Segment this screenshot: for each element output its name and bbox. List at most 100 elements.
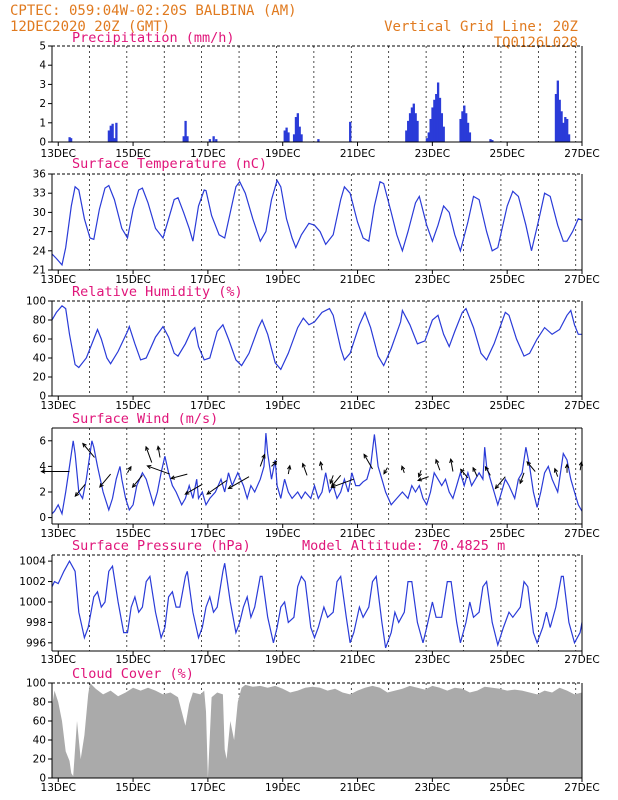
wind-arrow [74,483,86,497]
wind-arrow-head [553,467,559,473]
wind-arrow-head [227,484,233,490]
wind-arrow-shaft [401,466,405,473]
rh-x-tick-label: 27DEC [564,400,599,412]
wind-arrow-shaft [170,473,188,479]
wind-arrow-head [564,463,570,469]
wind-arrow-head [417,477,423,482]
precip-bar [407,120,410,142]
precip-x-tick-label: 15DEC [115,148,150,160]
temp-y-tick-label: 33 [33,188,46,200]
temp-x-tick-label: 13DEC [41,274,76,286]
wind-arrow-shaft [157,446,161,458]
pressure-series-line [51,559,583,649]
wind-arrow [271,460,278,467]
precip-x-tick-label: 27DEC [564,148,599,160]
precip-bar [416,120,419,142]
precip-bar [414,113,417,142]
cloud-x-tick-label: 15DEC [115,782,150,794]
pressure-x-tick-label: 17DEC [190,654,225,666]
precip-bar [554,94,558,142]
wind-arrow [145,445,153,463]
wind-arrow-head [127,465,132,471]
precip-y-tick-label: 3 [39,79,46,91]
wind-arrow-shaft [579,461,583,471]
wind-arrow [131,475,143,489]
cloud-x-tick-label: 19DEC [265,782,300,794]
wind-arrow-head [363,453,368,459]
header-station: CPTEC: 059:04W-02:20S BALBINA (AM) [10,3,297,19]
precip-bar [186,136,189,142]
panels: 0 1 2 3 4 5 13DEC 15DEC 17DEC 19DEC 21DEC 23DEC 25DE… [19,30,599,794]
wind-arrow [383,467,388,475]
wind-arrow-shaft [99,473,112,488]
rh-series-line [51,304,582,371]
rh-x-tick-label: 15DEC [115,400,150,412]
wind-arrow [363,453,373,470]
wind-arrow-head [435,458,440,464]
cloud-x-tick-label: 17DEC [190,782,225,794]
precip-bar [294,117,298,142]
precip-bar [349,121,352,142]
precip-bar [408,113,412,142]
precip-bar [208,139,212,142]
wind-arrow-shaft [74,483,86,497]
pressure-panel: 996 998 1000 1002 1004 13DEC 15DEC 17DEC 19DEC 21… [19,538,599,666]
wind-arrow-shaft [185,483,203,495]
precip-bar [410,107,414,142]
wind-arrow [401,465,406,473]
temp-x-tick-label: 23DEC [415,274,450,286]
wind-arrow [184,483,203,495]
precip-bar [292,134,296,142]
precip-x-tick-label: 13DEC [41,148,76,160]
precip-y-tick-label: 2 [39,98,46,110]
cloud-y-tick-label: 40 [33,735,46,747]
wind-arrow [329,475,334,485]
wind-arrow-head [272,460,278,466]
precip-bar [184,120,187,142]
pressure-y-tick-label: 1004 [19,556,46,568]
precip-bar [69,138,73,142]
wind-arrow [82,442,95,458]
temp-y-tick-label: 27 [33,226,46,238]
precip-bar [466,122,470,142]
wind-title: Surface Wind (m/s) [72,411,218,427]
wind-arrow-shaft [363,454,373,470]
precip-bar [109,125,112,142]
header-code: TQ0126L028 [494,35,578,51]
wind-arrow-head [526,460,531,466]
wind-arrow-head [401,465,406,471]
wind-arrow-shaft [460,469,469,479]
cloud-area [52,683,582,778]
precip-bar [435,94,438,142]
cloud-x-tick-label: 25DEC [489,782,524,794]
precip-bar [429,118,432,142]
temp-x-tick-label: 25DEC [489,274,524,286]
wind-arrow [459,468,469,479]
wind-arrow-head [169,475,176,480]
wind-arrow-head [156,445,161,451]
wind-arrow [227,476,250,490]
precip-bar [431,107,434,142]
wind-arrow-head [99,482,104,488]
header-date: 12DEC2020 20Z (GMT) [10,19,170,35]
wind-arrow-shaft [127,466,132,474]
temp-x-tick-label: 19DEC [265,274,300,286]
wind-arrow-shaft [472,467,478,477]
wind-arrow-head [206,490,212,495]
precip-bar [567,134,571,142]
rh-y-tick-label: 20 [33,372,46,384]
pressure-y-tick-label: 998 [26,617,46,629]
precip-bar [560,111,563,142]
wind-arrow [494,476,506,490]
wind-arrow-shaft [206,480,227,495]
precip-bar [491,140,494,142]
temp-y-tick-label: 24 [33,245,47,257]
wind-arrow-head [329,479,334,485]
header-grid-note: Vertical Grid Line: 20Z [384,19,578,35]
wind-arrow-shaft [485,466,491,476]
wind-x-tick-label: 15DEC [115,528,150,540]
rh-y-tick-label: 40 [33,353,46,365]
wind-x-tick-label: 13DEC [41,528,76,540]
temp-y-tick-label: 30 [33,207,46,219]
